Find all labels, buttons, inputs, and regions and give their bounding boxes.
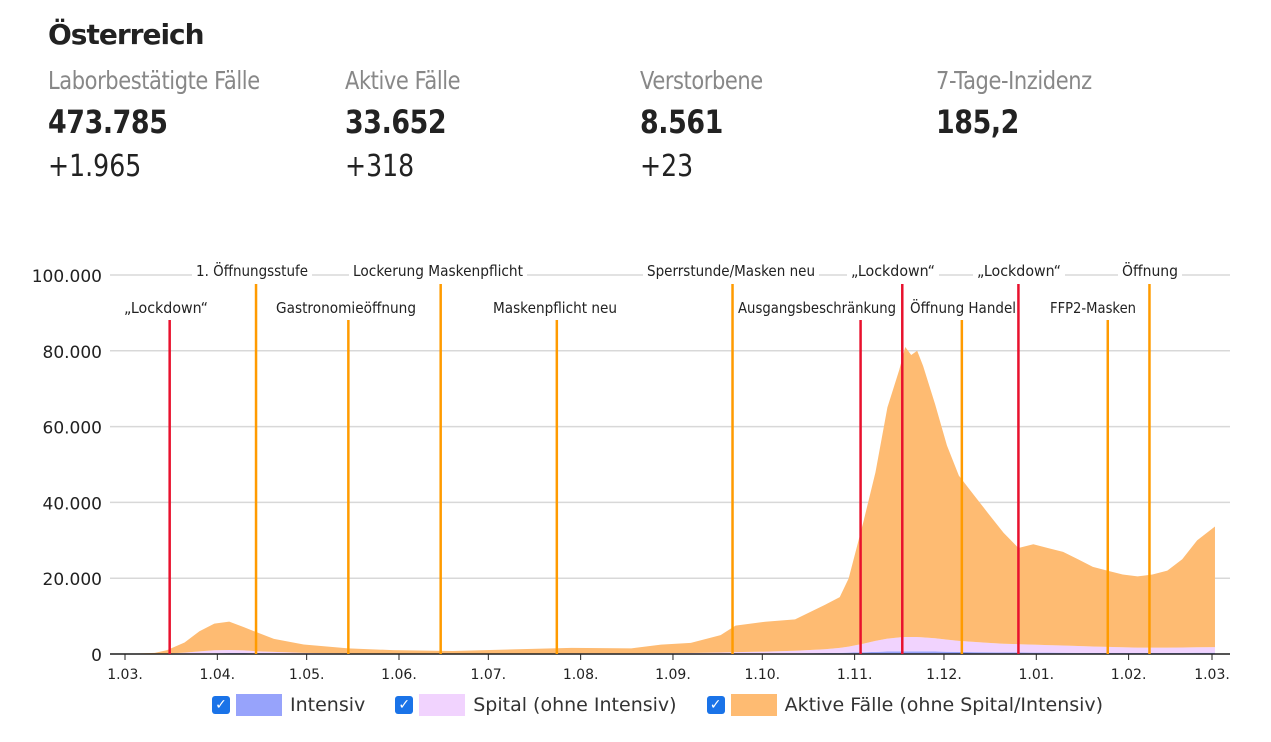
page-title: Österreich (48, 18, 205, 51)
x-tick-label: 1.12. (926, 667, 962, 683)
legend-label: Aktive Fälle (ohne Spital/Intensiv) (784, 694, 1104, 716)
stat-value: 185,2 (936, 103, 1019, 141)
x-tick-label: 1.08. (563, 667, 599, 683)
event-label-bg (1118, 261, 1182, 282)
stat-incidence: 7-Tage-Inzidenz 185,2 (936, 66, 1092, 141)
stat-active-cases: Aktive Fälle 33.652 +318 (345, 66, 461, 184)
x-tick-label: 1.04. (200, 667, 236, 683)
stat-delta: +23 (640, 149, 694, 184)
checkbox-checked-icon[interactable]: ✓ (706, 696, 725, 714)
y-tick-label: 100.000 (32, 267, 102, 287)
x-tick-label: 1.07. (471, 667, 507, 683)
legend-item-intensiv[interactable]: ✓ Intensiv (212, 694, 365, 716)
event-label: Gastronomieöffnung (276, 299, 416, 317)
stat-value: 8.561 (640, 103, 723, 141)
x-tick-label: 1.09. (655, 667, 691, 683)
event-label-bg (973, 261, 1065, 282)
x-tick-label: 1.11. (837, 667, 873, 683)
x-tick-label: 1.10. (744, 667, 780, 683)
event-label-bg (349, 261, 527, 282)
y-tick-label: 80.000 (43, 343, 102, 363)
stat-delta: +318 (345, 149, 415, 184)
x-tick-label: 1.06. (381, 667, 417, 683)
legend-swatch (730, 694, 777, 716)
legend-label: Intensiv (290, 694, 366, 716)
legend-item-spital[interactable]: ✓ Spital (ohne Intensiv) (395, 694, 677, 716)
event-label: Maskenpflicht neu (493, 299, 617, 317)
event-label: Sperrstunde/Masken neu (647, 262, 815, 280)
event-label-bg (192, 261, 312, 282)
event-label: 1. Öffnungsstufe (196, 261, 308, 280)
legend-label: Spital (ohne Intensiv) (473, 694, 677, 716)
event-label: Ausgangsbeschränkung (738, 299, 896, 317)
stat-label: Laborbestätigte Fälle (48, 66, 260, 95)
x-tick-label: 1.01. (1018, 667, 1054, 683)
x-tick-label: 1.03. (107, 667, 143, 683)
y-tick-label: 60.000 (43, 419, 102, 439)
y-tick-label: 40.000 (43, 494, 102, 514)
stat-delta: +1.965 (48, 149, 142, 184)
legend-item-aktive-faelle[interactable]: ✓ Aktive Fälle (ohne Spital/Intensiv) (706, 694, 1104, 716)
event-label-bg (643, 261, 819, 282)
stat-value: 473.785 (48, 103, 168, 141)
event-label: „Lockdown“ (851, 262, 935, 280)
x-tick-label: 1.03. (1194, 667, 1230, 683)
event-label: Lockerung Maskenpflicht (353, 262, 523, 280)
x-tick-label: 1.05. (289, 667, 325, 683)
event-label: Öffnung (1122, 261, 1178, 280)
x-tick-label: 1.02. (1111, 667, 1147, 683)
legend-swatch (236, 694, 282, 716)
stat-confirmed-cases: Laborbestätigte Fälle 473.785 +1.965 (48, 66, 260, 184)
stat-label: Verstorbene (640, 66, 763, 95)
chart: 0 20.000 40.000 60.000 80.000 100.000 1.03. 1.0… (32, 261, 1230, 683)
y-tick-label: 20.000 (43, 570, 102, 590)
checkbox-checked-icon[interactable]: ✓ (212, 696, 230, 714)
event-label: FFP2-Masken (1050, 299, 1136, 317)
event-label: „Lockdown“ (977, 262, 1061, 280)
event-label: „Lockdown“ (124, 299, 208, 317)
checkbox-checked-icon[interactable]: ✓ (395, 696, 414, 714)
area-series-2 (125, 347, 1215, 654)
legend-swatch (419, 694, 466, 716)
stat-value: 33.652 (345, 103, 447, 141)
stat-deaths: Verstorbene 8.561 +23 (640, 66, 763, 184)
event-label: Öffnung Handel (910, 298, 1016, 317)
event-label-bg (847, 261, 939, 282)
area-series-1 (125, 636, 1215, 654)
stat-label: Aktive Fälle (345, 66, 461, 95)
stat-label: 7-Tage-Inzidenz (936, 66, 1092, 95)
y-tick-label: 0 (91, 646, 102, 666)
legend: ✓ Intensiv ✓ Spital (ohne Intensiv) ✓ Aktiv… (212, 694, 1133, 716)
